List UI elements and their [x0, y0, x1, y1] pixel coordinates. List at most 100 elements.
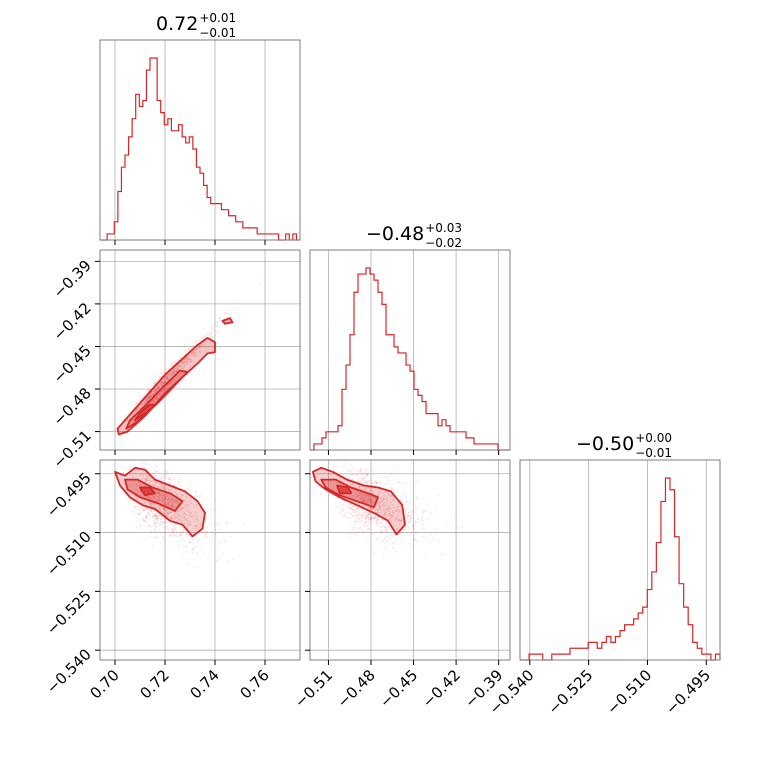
sample-point — [204, 535, 207, 537]
sample-point — [349, 517, 352, 519]
sample-point — [171, 505, 174, 508]
sample-point — [149, 480, 151, 482]
sample-point — [361, 528, 364, 530]
sample-point — [390, 516, 393, 519]
sample-point — [354, 496, 357, 499]
sample-point — [188, 504, 190, 507]
sample-point — [351, 508, 354, 511]
sample-point — [184, 501, 187, 504]
sample-point — [197, 351, 200, 354]
sample-point — [372, 508, 375, 511]
sample-point — [151, 400, 154, 403]
sample-point — [359, 517, 362, 520]
sample-point — [385, 502, 388, 505]
sample-point — [154, 522, 157, 525]
sample-point — [130, 464, 133, 467]
sample-point — [186, 545, 188, 548]
sample-point — [161, 521, 164, 524]
sample-point — [157, 491, 160, 493]
sample-point — [339, 512, 342, 514]
sample-point — [179, 375, 182, 378]
sample-point — [144, 495, 146, 498]
sample-point — [160, 475, 163, 477]
sample-point — [381, 500, 383, 502]
sample-point — [192, 551, 194, 554]
sample-point — [159, 518, 162, 521]
sample-point — [386, 507, 389, 510]
sample-point — [209, 509, 212, 512]
sample-point — [190, 354, 193, 357]
sample-point — [365, 525, 368, 528]
sample-point — [177, 509, 180, 512]
sample-point — [169, 534, 172, 537]
sample-point — [211, 510, 214, 512]
sample-point — [414, 519, 417, 522]
sample-point — [159, 494, 162, 497]
sample-point — [209, 536, 212, 539]
sample-point — [368, 517, 371, 520]
sample-point — [179, 357, 182, 360]
sample-point — [172, 371, 175, 373]
sample-point — [144, 501, 147, 504]
sample-point — [154, 521, 157, 524]
sample-point — [386, 510, 389, 513]
sample-point — [358, 485, 360, 488]
sample-point — [382, 494, 385, 497]
sample-point — [383, 525, 386, 528]
sample-point — [153, 521, 155, 524]
sample-point — [392, 525, 395, 528]
sample-point — [195, 348, 198, 351]
sample-point — [172, 371, 175, 374]
sample-point — [160, 383, 163, 386]
sample-point — [193, 343, 196, 346]
sample-point — [337, 502, 340, 505]
sample-point — [146, 478, 149, 481]
sample-point — [161, 390, 164, 393]
sample-point — [352, 494, 355, 497]
sample-point — [424, 510, 427, 512]
sample-point — [212, 336, 215, 339]
sample-point — [163, 507, 166, 510]
sample-point — [373, 480, 375, 483]
sample-point — [393, 547, 396, 550]
sample-point — [416, 518, 419, 521]
panel-hist-2 — [519, 459, 721, 661]
sample-point — [138, 481, 141, 484]
sample-point — [169, 517, 172, 520]
sample-point — [186, 519, 189, 521]
sample-point — [139, 407, 141, 410]
sample-point — [174, 525, 177, 527]
sample-point — [165, 376, 168, 379]
sample-point — [210, 333, 213, 336]
sample-point — [204, 335, 207, 337]
sample-point — [152, 495, 154, 498]
sample-point — [171, 372, 174, 375]
sample-point — [361, 495, 364, 498]
sample-point — [380, 518, 383, 521]
sample-point — [383, 536, 386, 539]
sample-point — [368, 524, 370, 526]
sample-point — [173, 515, 176, 518]
sample-point — [379, 525, 382, 528]
sample-point — [163, 376, 166, 379]
sample-point — [370, 490, 372, 493]
sample-point — [158, 491, 161, 494]
sample-point — [128, 484, 130, 487]
sample-point — [191, 538, 194, 541]
sample-point — [150, 481, 153, 484]
sample-point — [374, 516, 376, 519]
sample-point — [367, 498, 370, 501]
sample-point — [141, 499, 144, 501]
sample-point — [183, 361, 186, 364]
sample-point — [172, 368, 175, 371]
sample-point — [144, 401, 146, 404]
sample-point — [361, 495, 363, 498]
sample-point — [154, 481, 157, 484]
sample-point — [397, 527, 400, 530]
sample-point — [156, 387, 159, 390]
sample-point — [154, 381, 157, 384]
sample-point — [181, 506, 184, 509]
sample-point — [170, 496, 173, 498]
sample-point — [138, 498, 140, 501]
sample-point — [169, 510, 171, 513]
